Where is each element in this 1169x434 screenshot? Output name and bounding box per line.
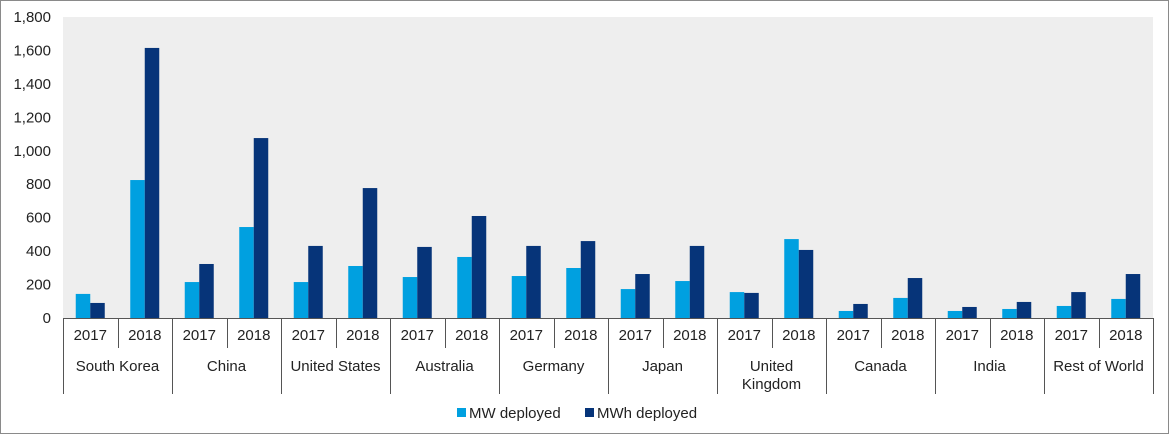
x-tick-country: Germany: [523, 358, 585, 375]
bar-mw: [784, 239, 799, 318]
legend-label: MW deployed: [469, 405, 561, 422]
bar-mwh: [144, 47, 160, 319]
bar-mwh: [1071, 292, 1086, 318]
x-tick-country: China: [207, 358, 247, 375]
x-tick-year: 2017: [510, 327, 543, 344]
bar-mw: [1111, 298, 1126, 318]
x-tick-year: 2018: [782, 327, 815, 344]
x-tick-year: 2017: [292, 327, 325, 344]
bar-mwh: [907, 278, 923, 318]
y-tick-label: 800: [26, 176, 51, 193]
bar-mw: [130, 180, 145, 318]
bar-mwh: [744, 292, 759, 318]
bar-mw: [566, 268, 581, 318]
bar-mw: [893, 297, 908, 318]
x-tick-year: 2018: [891, 327, 924, 344]
x-tick-year: 2018: [673, 327, 706, 344]
legend: MW deployed MWh deployed: [457, 405, 697, 422]
y-tick-label: 1,400: [13, 76, 51, 93]
legend-label: MWh deployed: [597, 405, 697, 422]
bar-mwh: [1125, 274, 1141, 318]
x-tick-country: United States: [290, 358, 380, 375]
bar-mwh: [962, 306, 977, 318]
x-tick-year: 2017: [74, 327, 107, 344]
bar-mw: [348, 265, 363, 318]
y-tick-label: 200: [26, 277, 51, 294]
bar-mw: [402, 277, 418, 318]
x-tick-year: 2017: [1055, 327, 1088, 344]
bar-mwh: [798, 249, 814, 318]
x-tick-year: 2018: [1109, 327, 1142, 344]
x-tick-year: 2018: [237, 327, 270, 344]
x-tick-country: Rest of World: [1053, 358, 1144, 375]
bar-mwh: [471, 215, 487, 318]
x-tick-year: 2017: [183, 327, 216, 344]
bar-mw: [75, 293, 91, 318]
y-tick-label: 0: [43, 310, 51, 327]
bar-mw: [457, 256, 472, 318]
x-tick-country: India: [973, 358, 1006, 375]
x-tick-year: 2017: [728, 327, 761, 344]
x-tick-year: 2017: [946, 327, 979, 344]
bar-mw: [729, 292, 745, 318]
bar-mw: [620, 289, 636, 318]
x-tick-year: 2017: [619, 327, 652, 344]
plot-area: [63, 17, 1153, 318]
x-tick-year: 2017: [837, 327, 870, 344]
bar-mwh: [526, 245, 541, 318]
bar-mw: [511, 276, 527, 318]
bar-mwh: [853, 303, 868, 318]
bar-mw: [239, 227, 254, 318]
y-tick-label: 1,600: [13, 42, 51, 59]
y-tick-label: 600: [26, 210, 51, 227]
bar-mw: [1002, 308, 1017, 318]
bar-mw: [947, 310, 963, 318]
legend-swatch: [457, 408, 466, 417]
bar-mwh: [308, 245, 323, 318]
bar-mwh: [362, 188, 378, 318]
bar-mwh: [689, 245, 705, 318]
bar-mwh: [90, 302, 105, 318]
bar-mw: [838, 310, 854, 318]
x-tick-country: Japan: [642, 358, 683, 375]
y-tick-label: 1,000: [13, 143, 51, 160]
bar-mwh: [1016, 301, 1032, 318]
legend-swatch: [585, 408, 594, 417]
bar-mw: [1056, 305, 1072, 318]
bar-mwh: [635, 274, 650, 318]
x-tick-year: 2018: [128, 327, 161, 344]
bar-mw: [293, 282, 309, 318]
bar-mw: [184, 282, 200, 318]
x-tick-country: Australia: [415, 358, 474, 375]
bar-mwh: [417, 246, 432, 318]
x-tick-year: 2018: [346, 327, 379, 344]
x-tick-year: 2018: [564, 327, 597, 344]
x-tick-country: United Kingdom: [742, 358, 801, 393]
bar-mwh: [253, 138, 269, 318]
y-tick-label: 1,200: [13, 109, 51, 126]
y-tick-label: 1,800: [13, 9, 51, 26]
x-tick-year: 2017: [401, 327, 434, 344]
bar-mw: [675, 281, 690, 318]
x-tick-year: 2018: [455, 327, 488, 344]
x-tick-country: Canada: [854, 358, 907, 375]
bar-mwh: [580, 241, 596, 318]
x-tick-year: 2018: [1000, 327, 1033, 344]
bar-mwh: [199, 263, 214, 318]
y-tick-label: 400: [26, 243, 51, 260]
x-tick-country: South Korea: [76, 358, 160, 375]
